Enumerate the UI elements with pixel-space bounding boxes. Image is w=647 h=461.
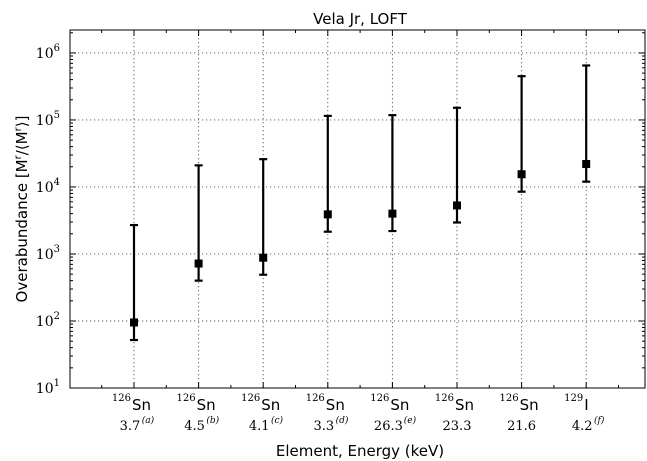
data-point [453, 201, 461, 210]
data-point [323, 210, 332, 219]
y-tick-base: 10 [36, 180, 54, 196]
y-axis-label-mid: /⟨M [13, 131, 31, 155]
x-tick-note: (a) [142, 415, 155, 426]
x-tick-isotope: 126 [435, 393, 454, 404]
x-tick-element: I [584, 396, 588, 414]
data-point [517, 170, 526, 179]
x-tick-energy: 21.6 [507, 419, 536, 434]
y-tick-label: 102 [36, 311, 60, 330]
chart-title: Vela Jr, LOFT [313, 10, 408, 28]
y-axis-label-group: Overabundance [Mr/⟨Mr⟩] [13, 116, 31, 303]
x-tick-note: (c) [271, 415, 284, 426]
x-axis-ticks: 126 Sn3.7 (a)126 Sn4.5 (b)126 Sn4.1 (c)126 Sn3.… [101, 30, 619, 434]
x-tick-isotope: 126 [306, 393, 325, 404]
x-tick-note: (f) [594, 415, 605, 426]
data-point [130, 318, 138, 327]
y-tick-base: 10 [36, 381, 54, 397]
x-tick-energy: 3.7 [120, 419, 141, 434]
x-tick-energy: 26.3 [374, 419, 403, 434]
x-tick-energy: 23.3 [443, 419, 472, 434]
y-tick-label: 103 [36, 244, 60, 263]
x-tick-energy: 3.3 [313, 419, 334, 434]
data-series [130, 64, 591, 342]
y-tick-label: 106 [36, 43, 60, 62]
y-tick-label: 104 [36, 177, 60, 196]
x-tick-isotope: 126 [241, 393, 260, 404]
y-tick-exp: 5 [54, 110, 60, 121]
y-axis-label: Overabundance [Mr/⟨Mr⟩] [13, 116, 31, 303]
y-axis-label-main: Overabundance [M [13, 159, 31, 302]
x-tick-energy: 4.1 [249, 419, 270, 434]
y-tick-base: 10 [36, 113, 54, 129]
x-tick-isotope: 126 [370, 393, 389, 404]
plot-frame [69, 29, 646, 389]
y-tick-label: 101 [36, 378, 60, 397]
y-tick-exp: 2 [54, 311, 60, 322]
x-tick-isotope: 126 [500, 393, 519, 404]
x-tick-element: Sn [455, 396, 474, 414]
x-tick-note: (b) [206, 415, 219, 426]
x-tick-element: Sn [132, 396, 151, 414]
y-tick-exp: 3 [54, 244, 60, 255]
x-tick-element: Sn [326, 396, 345, 414]
y-axis-label-sup-b: r [13, 126, 24, 131]
x-tick-note: (d) [336, 415, 349, 426]
x-tick-energy: 4.5 [184, 419, 205, 434]
y-tick-base: 10 [36, 46, 54, 62]
data-point [259, 253, 268, 262]
y-tick-exp: 4 [54, 177, 60, 188]
x-tick-element: Sn [197, 396, 216, 414]
data-point [582, 160, 591, 169]
y-tick-base: 10 [36, 247, 54, 263]
y-tick-exp: 1 [54, 378, 60, 389]
y-tick-label: 105 [36, 110, 60, 129]
x-tick-isotope: 126 [177, 393, 196, 404]
x-tick-isotope: 129 [564, 393, 583, 404]
x-tick-isotope: 126 [112, 393, 131, 404]
grid [70, 30, 645, 389]
data-point [388, 209, 397, 218]
x-tick-note: (e) [404, 415, 417, 426]
x-tick-element: Sn [390, 396, 409, 414]
y-tick-base: 10 [36, 314, 54, 330]
y-axis-label-sup-a: r [13, 154, 24, 159]
x-tick-element: Sn [520, 396, 539, 414]
x-tick-energy: 4.2 [572, 419, 593, 434]
data-point [194, 259, 203, 268]
y-tick-exp: 6 [54, 43, 60, 54]
y-axis-label-end: ⟩] [13, 116, 31, 128]
x-tick-element: Sn [261, 396, 280, 414]
x-axis-label: Element, Energy (keV) [276, 442, 444, 460]
